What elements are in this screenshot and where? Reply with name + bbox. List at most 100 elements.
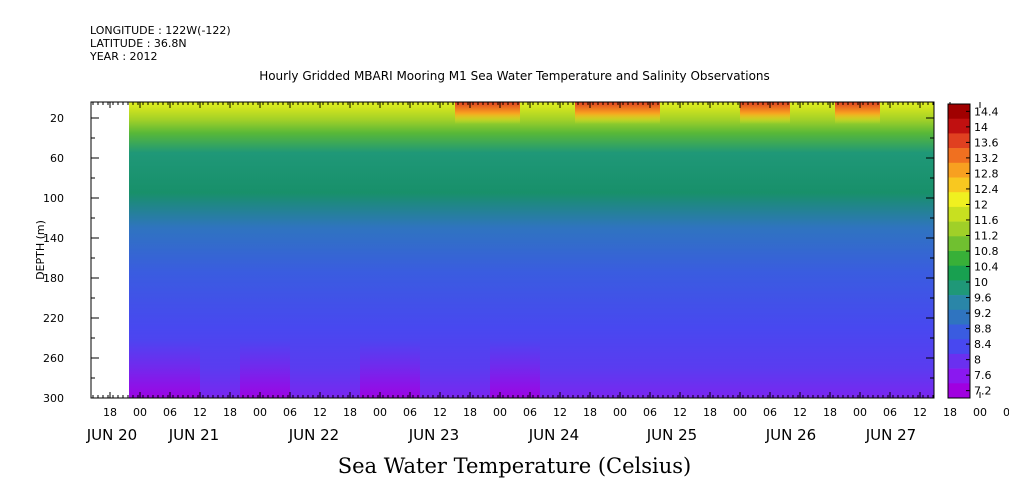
x-hour-label: 18 (823, 406, 837, 419)
x-hour-label: 18 (583, 406, 597, 419)
colorbar-label: 10.4 (974, 261, 999, 274)
colorbar-cell (948, 177, 970, 193)
x-date-label: JUN 21 (168, 426, 219, 444)
x-date-label: JUN 20 (86, 426, 137, 444)
colorbar-cell (948, 309, 970, 325)
x-hour-label: 12 (913, 406, 927, 419)
longitude-label: LONGITUDE : 122W(-122) (90, 24, 231, 37)
y-tick-label: 180 (43, 272, 64, 285)
x-hour-label: 12 (433, 406, 447, 419)
y-tick-label: 60 (50, 152, 64, 165)
warm-surface-patch (455, 102, 520, 124)
x-hour-label: 06 (1003, 406, 1009, 419)
colorbar-cell (948, 221, 970, 237)
y-tick-label: 260 (43, 352, 64, 365)
colorbar-cell (948, 265, 970, 281)
warm-surface-patch (835, 102, 880, 124)
cold-bottom-patch (129, 340, 200, 398)
x-hour-label: 06 (283, 406, 297, 419)
y-axis-title: DEPTH (m) (34, 220, 47, 280)
year-label: YEAR : 2012 (90, 50, 158, 63)
warm-surface-patch (575, 102, 660, 124)
x-date-label: JUN 26 (765, 426, 816, 444)
colorbar-cell (948, 383, 970, 399)
y-tick-label: 140 (43, 232, 64, 245)
colorbar-cell (948, 192, 970, 208)
colorbar-label: 12.4 (974, 183, 999, 196)
x-hour-label: 06 (523, 406, 537, 419)
cold-bottom-patch (240, 340, 290, 398)
colorbar-cell (948, 324, 970, 340)
x-hour-label: 18 (343, 406, 357, 419)
x-hour-label: 06 (163, 406, 177, 419)
colorbar-label: 14 (974, 121, 988, 134)
x-hour-label: 00 (253, 406, 267, 419)
x-hour-label: 18 (223, 406, 237, 419)
cold-bottom-patch (360, 340, 420, 398)
colorbar-cell (948, 236, 970, 252)
colorbar-label: 8 (974, 354, 981, 367)
y-tick-label: 300 (43, 392, 64, 405)
colorbar-cell (948, 251, 970, 266)
colorbar-label: 9.6 (974, 292, 992, 305)
x-hour-label: 00 (613, 406, 627, 419)
colorbar-label: 12.8 (974, 167, 999, 180)
colorbar-cell (948, 133, 970, 149)
colorbar-label: 13.2 (974, 152, 999, 165)
colorbar-label: 11.6 (974, 214, 999, 227)
colorbar-label: 7.2 (974, 385, 992, 398)
y-tick-label: 20 (50, 112, 64, 125)
x-hour-label: 00 (853, 406, 867, 419)
x-hour-label: 12 (673, 406, 687, 419)
colorbar-cell (948, 339, 970, 355)
x-hour-label: 12 (553, 406, 567, 419)
y-tick-label: 100 (43, 192, 64, 205)
colorbar-label: 10.8 (974, 245, 999, 258)
colorbar-label: 12 (974, 198, 988, 211)
colorbar-cell (948, 368, 970, 384)
latitude-label: LATITUDE : 36.8N (90, 37, 187, 50)
colorbar-label: 13.6 (974, 136, 999, 149)
cold-bottom-patch (490, 340, 540, 398)
colorbar: 14.4 14 13.6 13.2 12.8 12.4 12 11.6 11.2 10.8 10.4… (947, 103, 999, 399)
x-hour-label: 06 (643, 406, 657, 419)
colorbar-label: 10 (974, 276, 988, 289)
x-hour-label: 06 (763, 406, 777, 419)
x-date-label: JUN 25 (646, 426, 697, 444)
x-hour-label: 00 (973, 406, 987, 419)
y-tick-label: 220 (43, 312, 64, 325)
colorbar-cell (948, 162, 970, 178)
x-hour-label: 06 (403, 406, 417, 419)
warm-surface-patch (740, 102, 790, 124)
x-hour-label: 18 (943, 406, 957, 419)
x-hour-label: 12 (193, 406, 207, 419)
colorbar-cell (948, 206, 970, 222)
colorbar-cell (948, 353, 970, 369)
heatmap-field (129, 102, 934, 398)
colorbar-cell (948, 118, 970, 134)
x-hour-label: 12 (313, 406, 327, 419)
colorbar-cell (948, 104, 970, 119)
colorbar-label: 11.2 (974, 229, 999, 242)
x-date-label: JUN 27 (865, 426, 916, 444)
x-date-label: JUN 22 (288, 426, 339, 444)
x-axis-title: Sea Water Temperature (Celsius) (337, 454, 692, 478)
colorbar-cell (948, 280, 970, 296)
x-hour-label: 18 (463, 406, 477, 419)
x-hour-label: 00 (733, 406, 747, 419)
x-hour-label: 06 (883, 406, 897, 419)
plot-axes: 20 60 100 140 180 220 260 300 DEPTH (m) 18 00 06 12 1… (34, 101, 1009, 444)
x-hour-label: 12 (793, 406, 807, 419)
colorbar-label: 9.2 (974, 307, 992, 320)
metadata-block: LONGITUDE : 122W(-122) LATITUDE : 36.8N … (90, 24, 231, 63)
colorbar-label: 7.6 (974, 369, 992, 382)
colorbar-label: 8.8 (974, 323, 992, 336)
x-date-label: JUN 24 (528, 426, 579, 444)
colorbar-cell (948, 295, 970, 311)
colorbar-cell (948, 148, 970, 164)
x-hour-label: 18 (103, 406, 117, 419)
x-date-label: JUN 23 (408, 426, 459, 444)
x-hour-label: 00 (493, 406, 507, 419)
colorbar-label: 8.4 (974, 338, 992, 351)
